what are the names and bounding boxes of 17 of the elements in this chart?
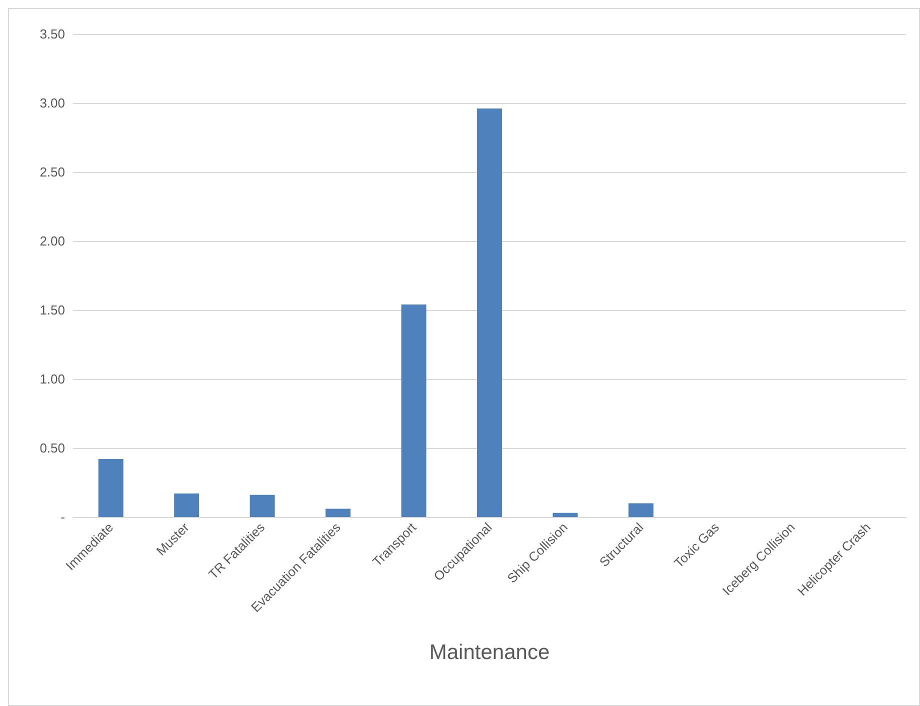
bar: [326, 508, 351, 517]
bar: [552, 512, 578, 517]
y-tick-label: 3.00: [40, 96, 65, 110]
bar: [174, 494, 200, 517]
y-tick-label: 3.50: [40, 26, 65, 42]
bar: [477, 108, 502, 517]
y-tick-label: 1.50: [40, 302, 65, 318]
y-tick-label: 1.00: [40, 372, 65, 386]
y-tick-label: -: [60, 510, 65, 524]
bar: [401, 304, 426, 517]
bar: [628, 503, 654, 517]
x-axis-title: Maintenance: [429, 641, 550, 664]
y-tick-label: 2.00: [40, 234, 65, 248]
bar: [98, 459, 124, 517]
bar: [250, 494, 275, 517]
y-tick-label: 2.50: [40, 164, 65, 180]
y-tick-label: 0.50: [40, 440, 65, 456]
